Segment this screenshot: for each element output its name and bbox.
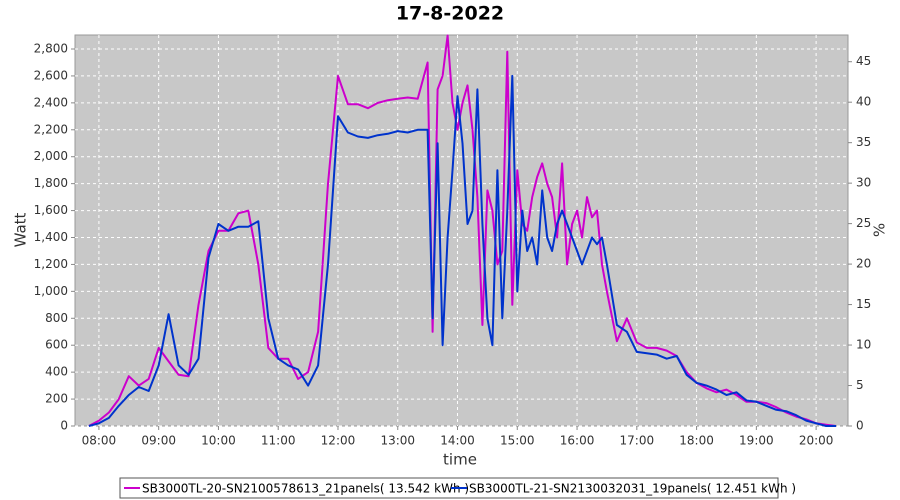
legend-label: SB3000TL-20-SN2100578613_21panels( 13.54… xyxy=(142,482,469,496)
y-tick-label: 1,400 xyxy=(34,230,68,244)
chart-title: 17-8-2022 xyxy=(396,3,504,25)
x-tick-label: 09:00 xyxy=(141,434,176,448)
y-tick-label: 2,000 xyxy=(34,149,68,163)
y-tick-label: 1,800 xyxy=(34,176,68,190)
plot-area xyxy=(74,34,849,427)
x-tick-label: 10:00 xyxy=(201,434,236,448)
legend-label: SB3000TL-21-SN2130032031_19panels( 12.45… xyxy=(469,482,796,496)
x-tick-label: 14:00 xyxy=(440,434,475,448)
y-tick-label: 800 xyxy=(45,311,68,325)
x-tick-label: 12:00 xyxy=(321,434,356,448)
x-tick-label: 08:00 xyxy=(82,434,117,448)
y2-tick-label: 5 xyxy=(856,378,864,392)
y-tick-label: 2,400 xyxy=(34,95,68,109)
x-tick-label: 20:00 xyxy=(799,434,834,448)
y-tick-label: 2,800 xyxy=(34,42,68,56)
x-tick-label: 17:00 xyxy=(620,434,655,448)
x-tick-label: 15:00 xyxy=(500,434,535,448)
y2-tick-label: 35 xyxy=(856,135,871,149)
y-tick-label: 0 xyxy=(60,419,68,433)
y2-tick-label: 25 xyxy=(856,216,871,230)
y-tick-label: 1,200 xyxy=(34,257,68,271)
y-axis-label: Watt xyxy=(12,212,30,247)
y-tick-label: 400 xyxy=(45,365,68,379)
x-axis-label: time xyxy=(443,451,477,469)
y-tick-label: 2,600 xyxy=(34,68,68,82)
y2-tick-label: 10 xyxy=(856,338,871,352)
series-line xyxy=(88,74,836,427)
y2-tick-label: 30 xyxy=(856,176,871,190)
y-tick-label: 2,200 xyxy=(34,122,68,136)
x-tick-label: 18:00 xyxy=(679,434,714,448)
y2-axis-label: % xyxy=(871,223,889,237)
legend-box xyxy=(119,477,779,499)
x-tick-label: 11:00 xyxy=(261,434,296,448)
y-tick-label: 200 xyxy=(45,392,68,406)
y-tick-label: 600 xyxy=(45,338,68,352)
y2-tick-label: 20 xyxy=(856,257,871,271)
y-tick-label: 1,600 xyxy=(34,203,68,217)
x-tick-label: 19:00 xyxy=(739,434,774,448)
y2-tick-label: 40 xyxy=(856,95,871,109)
x-tick-label: 13:00 xyxy=(380,434,415,448)
y2-tick-label: 45 xyxy=(856,54,871,68)
y-tick-label: 1,000 xyxy=(34,284,68,298)
y2-tick-label: 15 xyxy=(856,297,871,311)
y2-tick-label: 0 xyxy=(856,419,864,433)
x-tick-label: 16:00 xyxy=(560,434,595,448)
